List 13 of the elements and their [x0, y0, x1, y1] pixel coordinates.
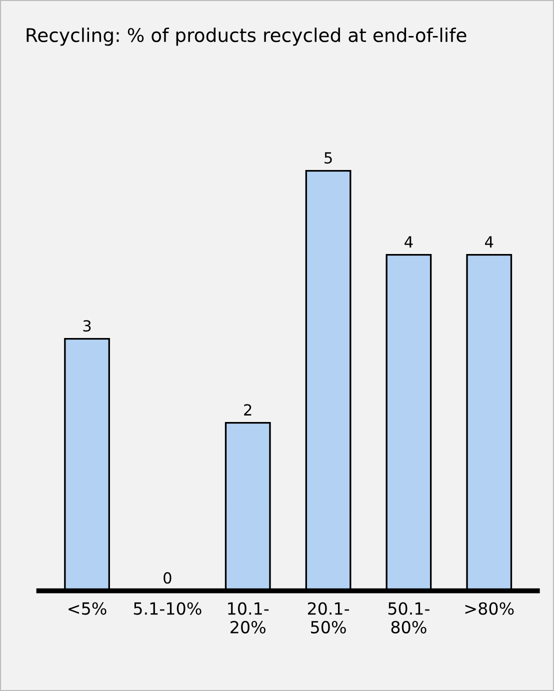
x-tick-label: 20.1-50%	[308, 602, 350, 634]
x-tick-label: 10.1-20%	[228, 602, 269, 634]
x-tick-label: <5%	[68, 602, 106, 615]
data-label: 5	[324, 152, 332, 164]
x-tick-label: 5.1-10%	[134, 602, 202, 615]
chart-title: Recycling: % of products recycled at end-of-life	[26, 28, 466, 46]
data-label: 4	[404, 236, 413, 248]
x-tick-label: >80%	[465, 602, 514, 615]
data-label: 3	[83, 320, 91, 332]
data-label: 2	[244, 404, 252, 416]
data-label: 0	[164, 572, 172, 584]
data-label: 4	[485, 236, 494, 248]
x-tick-label: 50.1-80%	[388, 602, 430, 634]
